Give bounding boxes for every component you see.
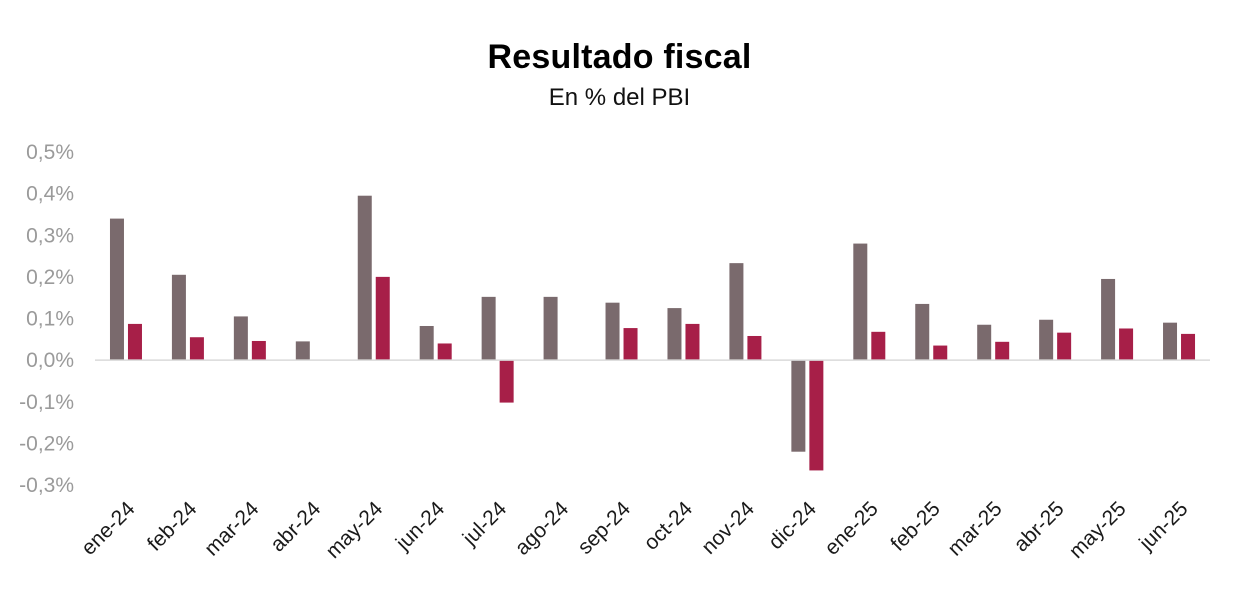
bar-series-1-may-25	[1101, 278, 1116, 361]
bar-series-2-oct-24	[685, 323, 700, 361]
y-tick-label: -0,2%	[19, 432, 74, 455]
bars	[109, 195, 1196, 471]
bar-series-1-ago-24	[543, 296, 558, 361]
x-tick-label: ene-24	[77, 497, 140, 560]
x-tick-label: mar-25	[943, 497, 1006, 560]
bar-series-2-mar-24	[251, 340, 266, 361]
y-tick-label: 0,3%	[26, 224, 74, 247]
bar-series-2-may-24	[375, 276, 390, 361]
bar-series-1-jul-24	[481, 296, 496, 361]
y-tick-label: -0,3%	[19, 474, 74, 497]
bar-series-2-jul-24	[499, 360, 514, 403]
bar-series-1-mar-25	[977, 324, 992, 361]
bar-series-1-abr-25	[1039, 319, 1054, 361]
x-tick-label: may-25	[1065, 497, 1131, 563]
bar-series-1-may-24	[357, 195, 372, 361]
x-tick-label: ene-25	[820, 497, 883, 560]
x-tick-label: ago-24	[511, 497, 574, 560]
bar-series-1-mar-24	[233, 316, 248, 361]
bar-series-1-feb-24	[171, 274, 186, 361]
x-tick-label: dic-24	[764, 497, 821, 554]
bar-series-1-abr-24	[295, 341, 310, 361]
x-tick-label: abr-24	[266, 497, 325, 556]
x-tick-label: jun-24	[391, 497, 449, 555]
bar-series-1-oct-24	[667, 308, 682, 361]
bar-series-2-mar-25	[995, 341, 1010, 361]
y-tick-label: 0,4%	[26, 183, 74, 206]
bar-series-2-jun-25	[1181, 333, 1196, 361]
bar-series-2-dic-24	[809, 360, 824, 471]
x-tick-label: may-24	[322, 497, 388, 563]
x-tick-label: mar-24	[200, 497, 264, 561]
bar-series-1-feb-25	[915, 303, 930, 361]
bar-series-2-ene-24	[127, 323, 142, 361]
bar-series-1-jun-24	[419, 325, 434, 361]
y-tick-label: 0,0%	[26, 349, 74, 372]
x-tick-label: oct-24	[639, 497, 697, 555]
bar-series-2-feb-24	[189, 337, 204, 361]
x-tick-label: feb-24	[143, 497, 202, 556]
bar-series-1-dic-24	[791, 360, 806, 452]
bar-series-2-sep-24	[623, 328, 638, 361]
bar-series-2-abr-25	[1057, 332, 1072, 361]
x-tick-label: sep-24	[573, 497, 635, 559]
y-tick-label: -0,1%	[19, 391, 74, 414]
bar-series-2-feb-25	[933, 345, 948, 361]
y-tick-label: 0,1%	[26, 308, 74, 331]
bar-series-2-jun-24	[437, 343, 452, 361]
bar-series-1-ene-24	[109, 218, 124, 361]
x-tick-label: jul-24	[458, 497, 512, 551]
bar-series-1-nov-24	[729, 263, 744, 361]
x-tick-label: abr-25	[1009, 497, 1068, 556]
bar-series-1-jun-25	[1163, 322, 1178, 361]
bar-series-2-ene-25	[871, 331, 886, 361]
y-tick-label: 0,2%	[26, 266, 74, 289]
x-tick-label: feb-25	[886, 497, 944, 555]
bar-series-2-nov-24	[747, 335, 762, 361]
chart-title: Resultado fiscal	[487, 38, 752, 76]
bar-series-1-ene-25	[853, 243, 868, 361]
y-axis: 0,5% 0,4% 0,3% 0,2% 0,1% 0,0% -0,1% -0,2% -0,3%	[19, 141, 74, 497]
chart-subtitle: En % del PBI	[548, 84, 691, 111]
bar-series-1-sep-24	[605, 302, 620, 361]
x-tick-label: jun-25	[1134, 497, 1192, 555]
bar-series-2-may-25	[1119, 328, 1134, 361]
x-tick-label: nov-24	[697, 497, 759, 559]
y-tick-label: 0,5%	[26, 141, 74, 164]
